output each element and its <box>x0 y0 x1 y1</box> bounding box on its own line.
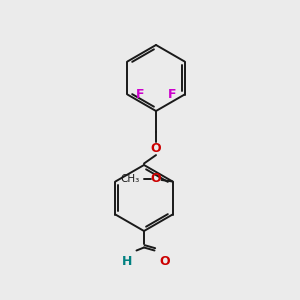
Text: CH₃: CH₃ <box>120 173 140 184</box>
Text: O: O <box>151 142 161 155</box>
Text: F: F <box>168 88 176 101</box>
Text: O: O <box>151 172 161 185</box>
Text: H: H <box>122 255 132 268</box>
Text: F: F <box>136 88 144 101</box>
Text: O: O <box>159 255 169 268</box>
